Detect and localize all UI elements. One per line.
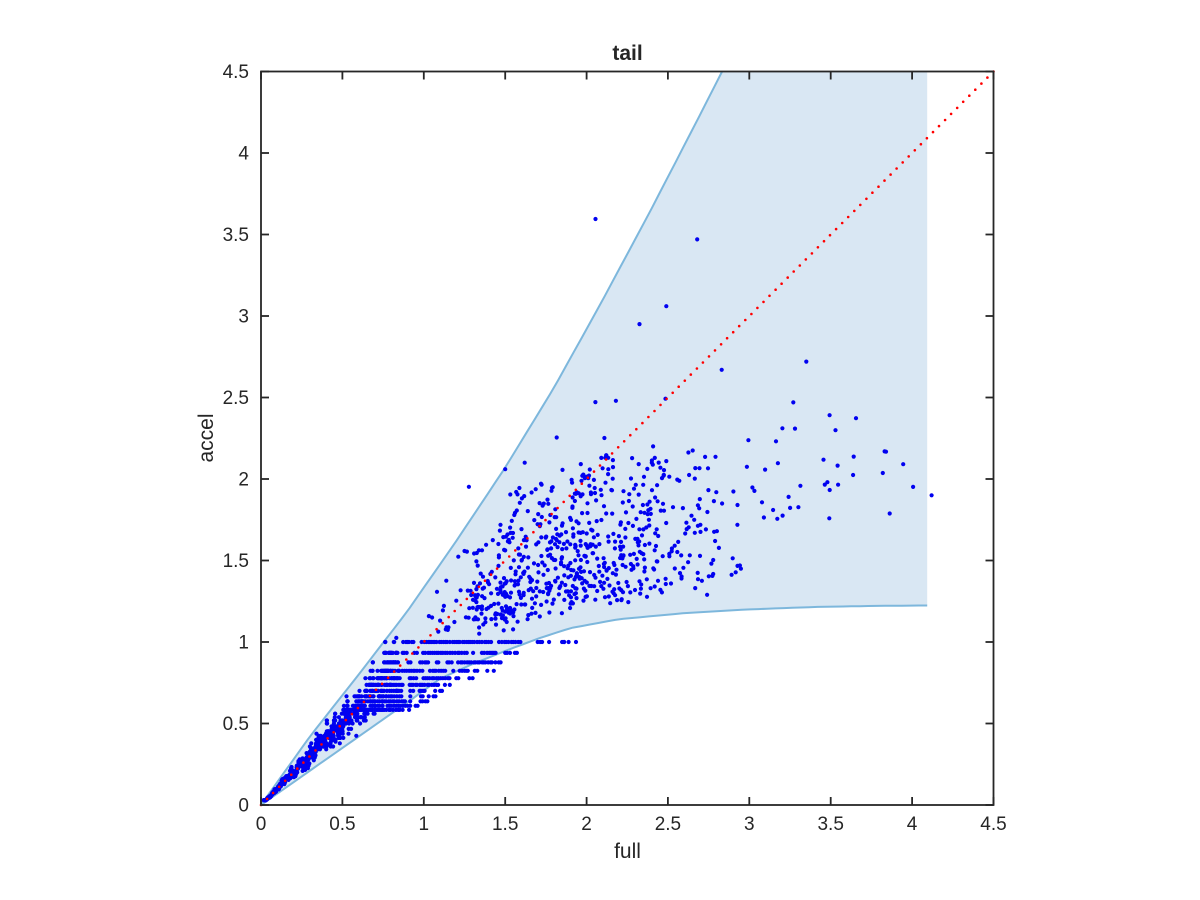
svg-text:2: 2 <box>238 470 249 491</box>
svg-text:2.5: 2.5 <box>655 814 681 835</box>
svg-text:0.5: 0.5 <box>329 814 355 835</box>
svg-text:4.5: 4.5 <box>980 814 1006 835</box>
svg-text:4: 4 <box>907 814 918 835</box>
svg-text:1.5: 1.5 <box>223 551 249 572</box>
svg-text:3.5: 3.5 <box>817 814 843 835</box>
svg-text:4: 4 <box>238 144 249 165</box>
svg-text:0: 0 <box>256 814 267 835</box>
svg-text:accel: accel <box>195 413 218 462</box>
svg-text:3.5: 3.5 <box>223 225 249 246</box>
svg-text:1.5: 1.5 <box>492 814 518 835</box>
svg-text:2: 2 <box>581 814 592 835</box>
svg-text:0: 0 <box>238 796 249 817</box>
svg-text:1: 1 <box>419 814 430 835</box>
svg-text:3: 3 <box>744 814 755 835</box>
svg-text:tail: tail <box>612 42 642 65</box>
svg-text:4.5: 4.5 <box>223 62 249 83</box>
svg-text:full: full <box>614 840 641 863</box>
svg-text:3: 3 <box>238 307 249 328</box>
svg-text:1: 1 <box>238 633 249 654</box>
svg-text:2.5: 2.5 <box>223 388 249 409</box>
svg-text:0.5: 0.5 <box>223 714 249 735</box>
